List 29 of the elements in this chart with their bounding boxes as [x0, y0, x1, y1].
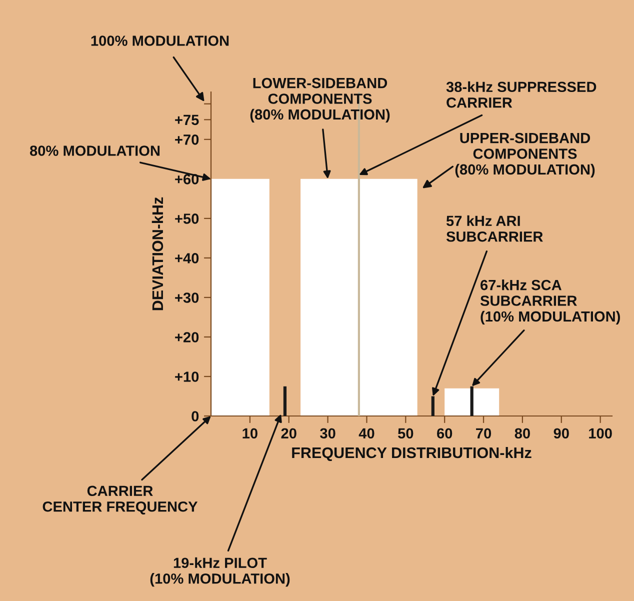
- y-tick-label: +40: [175, 253, 199, 264]
- x-tick-label: 70: [476, 428, 492, 439]
- x-axis-title: FREQUENCY DISTRIBUTION-kHz: [292, 446, 532, 462]
- annotation: 67-kHz SCA SUBCARRIER (10% MODULATION): [480, 279, 620, 325]
- x-tick-label: 30: [320, 428, 336, 439]
- text: 100% MODULATION: [91, 36, 229, 46]
- annotation: UPPER-SIDEBAND COMPONENTS (80% MODULATION): [455, 132, 595, 178]
- x-tick-label: 20: [281, 428, 296, 439]
- y-tick-label: +50: [175, 214, 199, 224]
- y-tick-label: 0: [192, 411, 199, 422]
- annotation: LOWER-SIDEBAND COMPONENTS (80% MODULATION): [250, 78, 390, 123]
- x-tick-label: 100: [589, 428, 612, 439]
- x-tick-label: 40: [358, 428, 374, 439]
- y-tick-label: +20: [175, 332, 199, 342]
- annotation: 19-kHz PILOT (10% MODULATION): [150, 557, 290, 587]
- y-tick-label: +70: [175, 134, 199, 145]
- annotation: 38-kHz SUPPRESSED CARRIER: [446, 81, 596, 108]
- x-tick-label: 60: [437, 428, 452, 439]
- x-tick-label: 50: [398, 428, 414, 439]
- y-tick-label: +30: [175, 292, 199, 303]
- x-tick-label: 10: [242, 428, 258, 439]
- y-axis-title: DEVIATION-kHz: [152, 197, 164, 310]
- x-tick-label: 90: [554, 428, 569, 439]
- y-tick-label: +75: [175, 114, 199, 126]
- x-tick-label: 80: [514, 428, 530, 439]
- annotation: 80% MODULATION: [30, 146, 160, 156]
- annotation: CARRIER CENTER FREQUENCY: [42, 486, 198, 514]
- annotation: 57 kHz ARI SUBCARRIER: [446, 215, 543, 242]
- y-tick-label: +10: [175, 372, 199, 382]
